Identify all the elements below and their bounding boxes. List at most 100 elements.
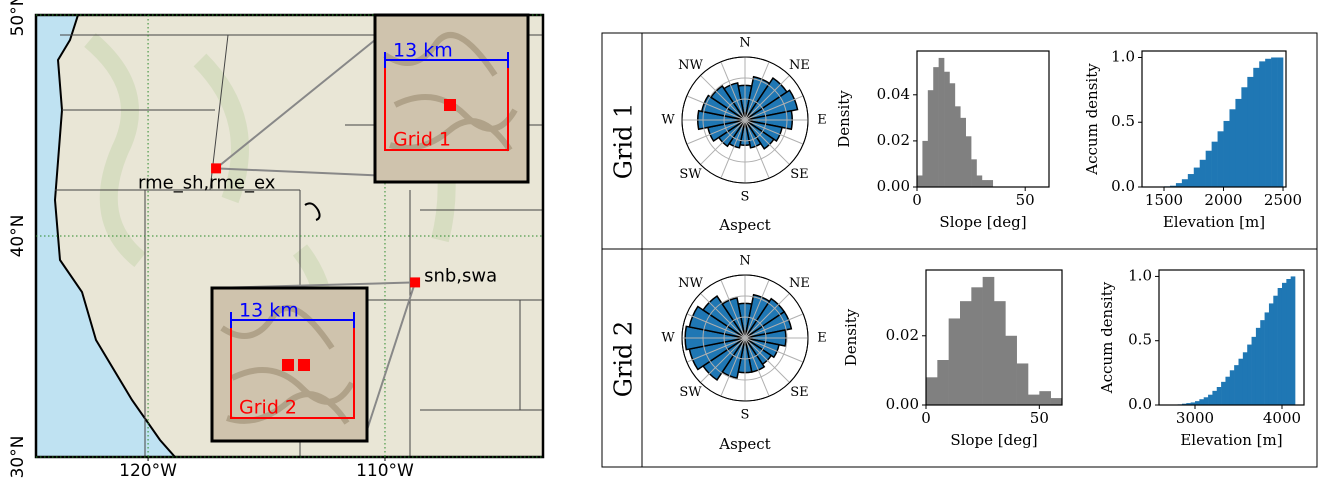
bar bbox=[1005, 336, 1017, 405]
bar bbox=[1271, 57, 1277, 187]
bar bbox=[971, 159, 977, 187]
site-label: rme_sh,rme_ex bbox=[138, 172, 276, 193]
y-tick-label: 0.02 bbox=[886, 326, 919, 344]
bar bbox=[987, 180, 993, 187]
direction-label: E bbox=[817, 113, 827, 128]
direction-label: NW bbox=[678, 276, 703, 291]
y-tick-label: 0.0 bbox=[1111, 177, 1135, 195]
bar bbox=[1278, 288, 1283, 405]
direction-label: SW bbox=[679, 385, 702, 400]
x-tick-label: 2500 bbox=[1264, 191, 1302, 209]
bar bbox=[1218, 131, 1224, 187]
direction-label: N bbox=[739, 36, 750, 51]
bar bbox=[982, 180, 988, 187]
y-tick-label: 0.00 bbox=[886, 395, 919, 413]
direction-label: W bbox=[661, 331, 675, 346]
bar bbox=[1194, 168, 1200, 187]
bar bbox=[1265, 312, 1270, 405]
direction-label: NW bbox=[678, 58, 703, 73]
x-tick-label: 50 bbox=[1030, 409, 1049, 427]
scale-label: 13 km bbox=[239, 300, 299, 322]
x-tick-label: 110°W bbox=[356, 461, 414, 480]
direction-label: NE bbox=[789, 276, 810, 291]
x-tick-label: 3000 bbox=[1176, 409, 1214, 427]
y-tick-label: 0.0 bbox=[1128, 395, 1152, 413]
site-marker bbox=[410, 277, 420, 287]
bar bbox=[1212, 391, 1217, 405]
x-axis-label: Aspect bbox=[718, 216, 770, 234]
bar bbox=[1188, 174, 1194, 187]
bar bbox=[939, 58, 945, 187]
x-tick-label: 0 bbox=[912, 191, 922, 209]
bar bbox=[1217, 387, 1222, 405]
direction-label: SW bbox=[679, 167, 702, 182]
x-tick-label: 4000 bbox=[1263, 409, 1301, 427]
y-axis-label: Accum density bbox=[1083, 63, 1101, 176]
bar bbox=[1269, 303, 1274, 405]
bar bbox=[922, 141, 928, 187]
direction-label: S bbox=[741, 408, 750, 423]
bar bbox=[1221, 382, 1226, 405]
site-marker bbox=[298, 359, 310, 371]
direction-label: W bbox=[661, 113, 675, 128]
y-tick-label: 50°N bbox=[8, 0, 28, 36]
direction-label: NE bbox=[789, 58, 810, 73]
bar bbox=[1224, 121, 1230, 187]
site-marker bbox=[282, 359, 294, 371]
bar bbox=[1241, 87, 1247, 187]
bar bbox=[955, 106, 961, 187]
bar bbox=[1239, 359, 1244, 405]
bar bbox=[1182, 179, 1188, 187]
bar bbox=[1243, 352, 1248, 405]
y-tick-label: 1.0 bbox=[1128, 266, 1152, 284]
y-tick-label: 0.02 bbox=[877, 131, 910, 149]
bar bbox=[1051, 398, 1063, 405]
bar bbox=[1291, 276, 1296, 405]
bar bbox=[1208, 395, 1213, 405]
bar bbox=[933, 67, 939, 187]
bar bbox=[949, 83, 955, 187]
y-axis-label: Density bbox=[835, 90, 853, 148]
bar bbox=[960, 301, 972, 405]
direction-label: SE bbox=[790, 385, 808, 400]
x-axis-label: Slope [deg] bbox=[950, 431, 1037, 449]
bar bbox=[960, 118, 966, 187]
bar bbox=[928, 90, 934, 187]
bar bbox=[1200, 160, 1206, 187]
bar bbox=[1256, 328, 1261, 405]
x-axis-label: Elevation [m] bbox=[1163, 213, 1265, 231]
row-label: Grid 1 bbox=[610, 103, 638, 180]
bar bbox=[966, 136, 972, 187]
x-tick-label: 1500 bbox=[1145, 191, 1183, 209]
bar bbox=[1282, 283, 1287, 405]
bar bbox=[1235, 99, 1241, 187]
bar bbox=[1277, 57, 1283, 187]
bar bbox=[1028, 395, 1040, 405]
bar bbox=[983, 277, 995, 405]
bar bbox=[994, 301, 1006, 405]
bar bbox=[1199, 399, 1204, 405]
bar bbox=[1273, 296, 1278, 405]
bar bbox=[926, 377, 938, 405]
bar bbox=[1206, 151, 1212, 187]
site-label: snb,swa bbox=[424, 265, 497, 286]
scale-label: 13 km bbox=[393, 40, 453, 62]
bar bbox=[1247, 345, 1252, 405]
bar bbox=[1204, 397, 1209, 405]
y-tick-label: 0.5 bbox=[1128, 331, 1152, 349]
bar bbox=[971, 287, 983, 405]
bar bbox=[977, 175, 983, 187]
direction-label: E bbox=[817, 331, 827, 346]
y-tick-label: 0.5 bbox=[1111, 112, 1135, 130]
row-label: Grid 2 bbox=[610, 321, 638, 398]
bar bbox=[1234, 365, 1239, 405]
bar bbox=[1259, 61, 1265, 187]
bar bbox=[1260, 320, 1265, 405]
bar bbox=[1247, 77, 1253, 187]
figure: Grid 1 Grid 2 120°W110°W30°N40°N50°Nrme_… bbox=[0, 0, 1319, 480]
bar bbox=[1212, 142, 1218, 187]
y-axis-label: Accum density bbox=[1098, 281, 1116, 394]
bar bbox=[1017, 363, 1029, 405]
y-tick-label: 0.00 bbox=[877, 177, 910, 195]
direction-label: SE bbox=[790, 167, 808, 182]
